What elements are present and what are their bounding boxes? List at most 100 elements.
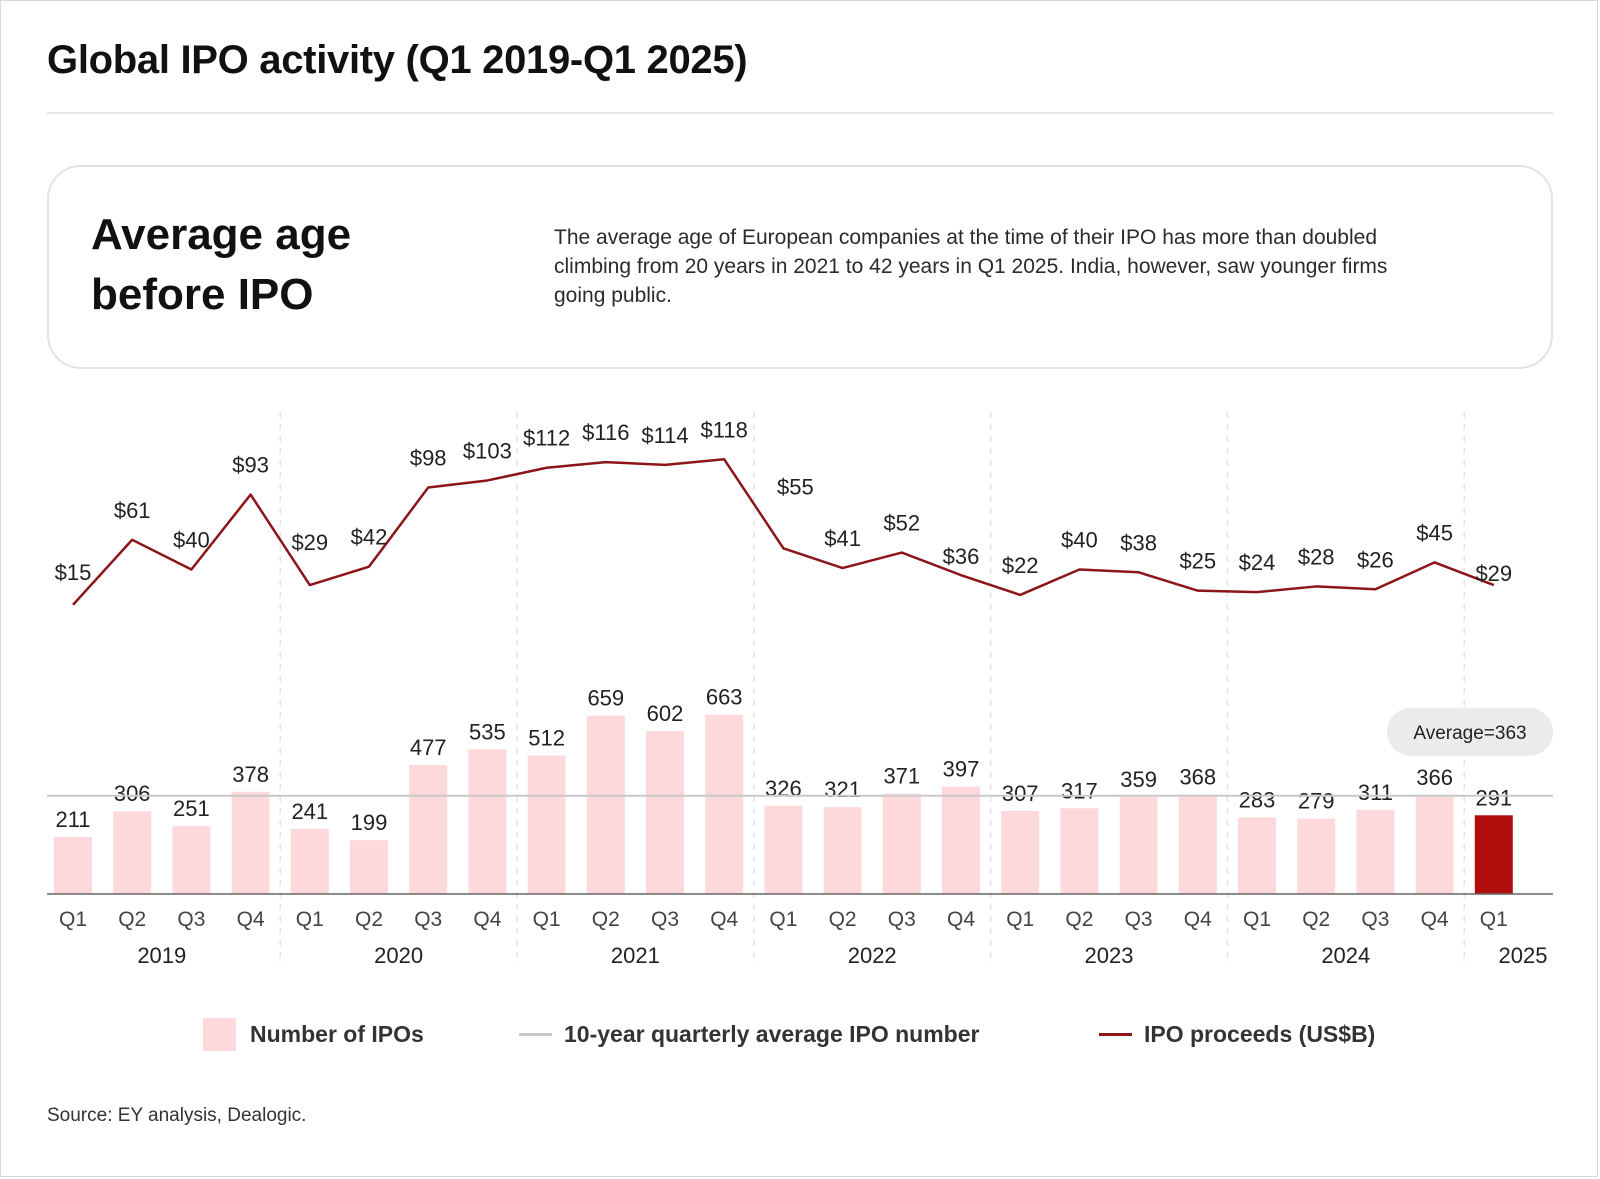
x-tick-quarter: Q2	[118, 908, 146, 931]
bar-ipo-count	[1119, 796, 1158, 894]
bar-ipo-count	[409, 764, 448, 894]
proceeds-value-label: $15	[55, 560, 92, 585]
bar-value-label: 317	[1061, 778, 1098, 803]
x-tick-quarter: Q4	[947, 908, 975, 931]
bar-value-label: 241	[291, 799, 328, 824]
proceeds-value-label: $98	[410, 446, 447, 471]
bar-value-label: 397	[943, 757, 980, 782]
proceeds-value-label: $112	[523, 426, 570, 451]
bar-value-label: 306	[114, 781, 151, 806]
card-heading: Average age before IPO	[91, 210, 352, 319]
proceeds-value-label: $116	[582, 420, 629, 445]
bar-value-label: 307	[1002, 781, 1039, 806]
legend-item-proceeds: IPO proceeds (US$B)	[1099, 1017, 1375, 1051]
bar-value-label: 326	[765, 776, 802, 801]
x-tick-quarter: Q3	[1361, 908, 1389, 931]
bar-value-label: 659	[587, 686, 624, 711]
bar-value-label: 368	[1179, 764, 1216, 789]
x-tick-quarter: Q2	[355, 908, 383, 931]
bar-ipo-count	[1474, 815, 1513, 894]
x-tick-quarter: Q2	[1302, 908, 1330, 931]
info-card: Average age before IPO The average age o…	[47, 165, 1553, 369]
bar-ipo-count	[942, 786, 980, 894]
x-tick-quarter: Q1	[1480, 908, 1508, 931]
bar-ipo-count	[172, 826, 211, 894]
proceeds-value-label: $40	[1061, 527, 1098, 552]
x-tick-quarter: Q4	[473, 908, 501, 931]
bar-value-label: 359	[1120, 767, 1157, 792]
proceeds-value-label: $24	[1239, 550, 1276, 575]
bar-ipo-count	[54, 836, 92, 894]
proceeds-value-label: $40	[173, 527, 210, 552]
x-tick-quarter: Q1	[59, 908, 87, 931]
bar-value-label: 251	[173, 796, 210, 821]
bar-ipo-count	[1297, 818, 1336, 894]
proceeds-value-label: $103	[463, 438, 512, 463]
legend-label-bars: Number of IPOs	[250, 1020, 424, 1047]
proceeds-value-label: $36	[943, 544, 980, 569]
x-tick-quarter: Q4	[1184, 908, 1212, 931]
bar-ipo-count	[1238, 817, 1276, 894]
bar-ipo-count	[527, 755, 566, 894]
bar-value-label: 211	[55, 807, 90, 832]
bar-ipo-count	[823, 807, 862, 894]
legend-label-proceeds: IPO proceeds (US$B)	[1144, 1020, 1376, 1047]
proceeds-line	[72, 458, 1495, 606]
x-tick-quarter: Q3	[414, 908, 442, 931]
proceeds-value-label: $52	[883, 511, 920, 536]
proceeds-value-label: $93	[232, 453, 269, 478]
x-tick-year: 2019	[137, 943, 186, 968]
legend-item-bars: Number of IPOs	[203, 1017, 424, 1051]
x-tick-quarter: Q1	[533, 908, 561, 931]
bar-value-label: 366	[1416, 765, 1453, 790]
source-note: Source: EY analysis, Dealogic.	[47, 1105, 307, 1126]
bar-value-label: 283	[1239, 787, 1276, 812]
bar-value-label: 291	[1475, 785, 1512, 810]
legend-swatch-average	[519, 1032, 552, 1036]
bar-ipo-count	[1001, 810, 1040, 894]
bar-value-label: 602	[647, 701, 684, 726]
average-label: Average=363	[1413, 723, 1526, 744]
bar-value-label: 279	[1298, 789, 1335, 814]
bar-ipo-count	[586, 715, 625, 894]
bar-ipo-count	[290, 828, 329, 894]
x-tick-quarter: Q3	[1125, 908, 1153, 931]
x-tick-year: 2025	[1499, 943, 1548, 968]
bar-value-label: 512	[528, 726, 565, 751]
proceeds-value-label: $41	[824, 526, 861, 551]
card-text: The average age of European companies at…	[554, 226, 1388, 307]
x-tick-year: 2020	[374, 943, 423, 968]
proceeds-value-label: $55	[777, 474, 814, 499]
average-badge	[1387, 707, 1553, 756]
bar-ipo-count	[1060, 808, 1099, 894]
x-tick-quarter: Q1	[296, 908, 324, 931]
x-tick-quarter: Q2	[829, 908, 857, 931]
x-tick-quarter: Q1	[769, 908, 797, 931]
bar-ipo-count	[1178, 794, 1217, 894]
x-tick-quarter: Q4	[710, 908, 738, 931]
x-tick-quarter: Q4	[1421, 908, 1449, 931]
bar-ipo-count	[882, 793, 921, 894]
proceeds-value-label: $38	[1120, 530, 1157, 555]
proceeds-value-label: $114	[641, 423, 688, 448]
bar-value-label: 378	[232, 762, 269, 787]
page-title: Global IPO activity (Q1 2019-Q1 2025)	[47, 38, 748, 82]
x-tick-quarter: Q2	[1065, 908, 1093, 931]
bar-value-label: 535	[469, 719, 506, 744]
x-tick-year: 2023	[1085, 943, 1134, 968]
proceeds-value-label: $25	[1179, 549, 1216, 574]
bar-value-label: 311	[1358, 780, 1393, 805]
legend-label-average: 10-year quarterly average IPO number	[564, 1020, 980, 1047]
x-tick-quarter: Q3	[177, 908, 205, 931]
bar-ipo-count	[231, 791, 270, 894]
x-tick-year: 2021	[611, 943, 660, 968]
ipo-chart: 211 306 251 378 241 199 477 535 512 659 602 663 326 3…	[47, 412, 1553, 968]
legend: Number of IPOs 10-year quarterly average…	[0, 1017, 1600, 1067]
x-tick-quarter: Q1	[1006, 908, 1034, 931]
bar-ipo-count	[1415, 794, 1454, 894]
bar-ipo-count	[468, 749, 507, 894]
bar-ipo-count	[113, 811, 152, 894]
proceeds-value-label: $28	[1298, 544, 1335, 569]
bar-ipo-count	[705, 714, 744, 894]
